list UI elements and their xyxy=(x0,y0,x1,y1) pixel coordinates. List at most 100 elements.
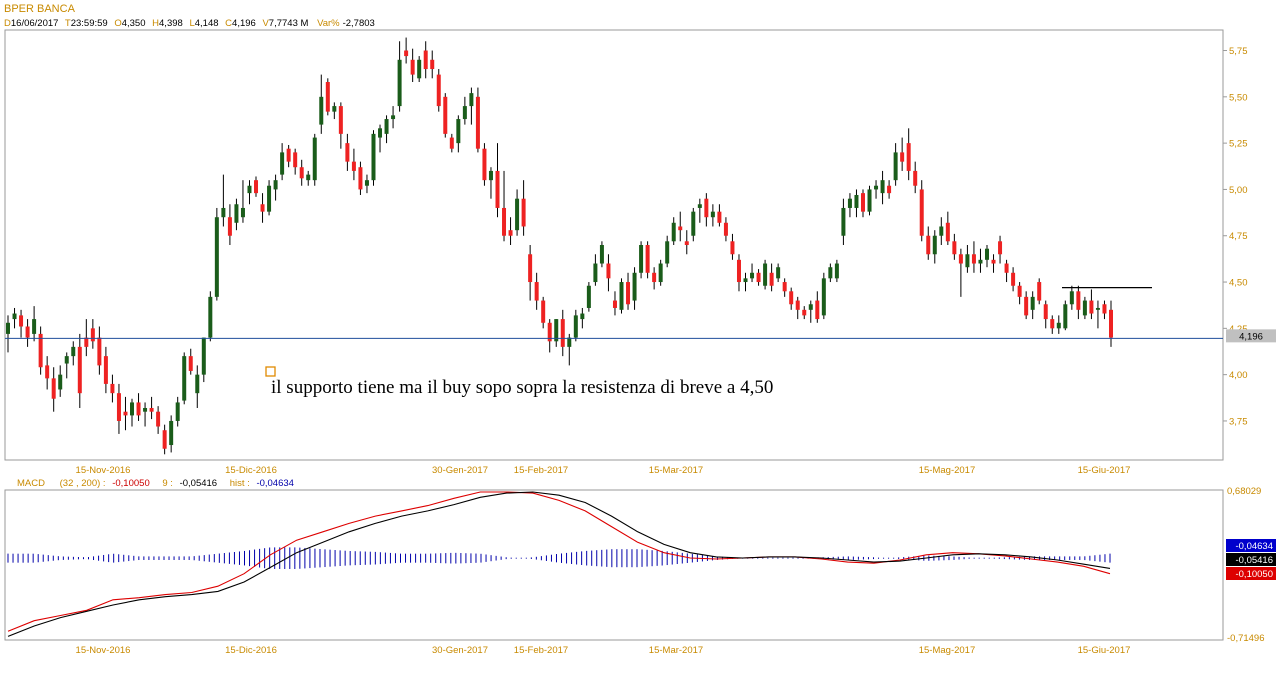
macd-legend: MACD (32 , 200) : -0,10050 9 : -0,05416 … xyxy=(17,478,294,489)
candle-body xyxy=(436,74,441,107)
candle xyxy=(991,254,996,273)
macd-line-signal xyxy=(7,491,1111,637)
candle-body xyxy=(430,59,435,70)
candle-body xyxy=(586,285,591,308)
candle-body xyxy=(900,152,905,162)
price-tick-label: 5,75 xyxy=(1229,46,1248,57)
header-h-value: 4,398 xyxy=(159,18,183,29)
candle xyxy=(750,263,755,283)
hist-value: -0,04634 xyxy=(256,478,294,489)
candle-body xyxy=(612,300,617,308)
candle xyxy=(345,133,350,171)
candle-body xyxy=(201,337,206,375)
header-v-key: V xyxy=(262,18,269,29)
candle-body xyxy=(90,328,95,342)
macd-axis-bottom: -0,71496 xyxy=(1227,633,1265,644)
candle-body xyxy=(188,356,193,371)
candlestick-series xyxy=(6,37,1113,455)
candle-body xyxy=(1017,285,1022,297)
candle xyxy=(77,333,82,408)
candle xyxy=(234,198,239,231)
candle xyxy=(240,180,245,223)
candle xyxy=(397,41,402,112)
candle xyxy=(743,272,748,292)
candle-body xyxy=(756,272,761,283)
candle-body xyxy=(1004,263,1009,273)
candle-body xyxy=(482,148,487,181)
candle xyxy=(227,204,232,245)
hist-label: hist : xyxy=(230,478,250,489)
candle-body xyxy=(267,185,272,212)
candle xyxy=(71,341,76,366)
candle xyxy=(312,133,317,186)
macd-lines xyxy=(7,491,1111,637)
macd-badge-label: -0,05416 xyxy=(1235,555,1273,566)
candle-body xyxy=(6,322,10,334)
header-var-key: Var% xyxy=(317,18,340,29)
candle-body xyxy=(534,282,539,301)
candle xyxy=(195,365,200,408)
candle xyxy=(580,307,585,329)
candle xyxy=(795,296,800,320)
candle-body xyxy=(488,170,493,181)
candle-body xyxy=(371,133,376,181)
candle-body xyxy=(384,119,389,134)
candle-body xyxy=(965,254,970,268)
date-label-bottom: 30-Gen-2017 xyxy=(432,645,488,656)
candle xyxy=(293,148,298,175)
date-axis-top: 15-Nov-2016 15-Dic-2016 30-Gen-2017 15-Feb-… xyxy=(76,465,1131,476)
candle xyxy=(939,217,944,245)
candle-body xyxy=(678,226,683,231)
candle xyxy=(828,263,833,283)
macd-badge xyxy=(1226,553,1276,566)
candle-body xyxy=(887,185,892,194)
candle-body xyxy=(58,374,63,390)
candle-body xyxy=(828,267,833,279)
candle-body xyxy=(991,259,996,264)
candle xyxy=(469,87,474,125)
candle xyxy=(391,106,396,129)
candle xyxy=(51,367,56,412)
candle-body xyxy=(116,393,121,421)
macd-panel-frame xyxy=(4,489,1224,641)
header-l-key: L xyxy=(189,18,194,29)
candle xyxy=(978,248,983,273)
candle xyxy=(906,128,911,181)
candle-body xyxy=(782,282,787,292)
candle xyxy=(586,282,591,312)
candle xyxy=(221,174,226,227)
candle-body xyxy=(599,245,604,264)
candle xyxy=(1095,300,1100,329)
candle-body xyxy=(312,137,317,181)
candle xyxy=(6,315,10,353)
macd-axis-top: 0,68029 xyxy=(1227,486,1261,497)
candle xyxy=(378,124,383,153)
price-tick-label: 5,00 xyxy=(1229,185,1248,196)
candle xyxy=(1109,300,1113,347)
candle-body xyxy=(38,333,43,368)
candle xyxy=(1024,291,1029,320)
candle xyxy=(254,176,259,197)
candle-body xyxy=(77,346,82,394)
candle xyxy=(632,267,637,310)
candle-body xyxy=(195,374,200,394)
candle xyxy=(834,259,839,283)
price-tick-label: 5,50 xyxy=(1229,92,1248,103)
candle xyxy=(808,300,813,323)
candle-body xyxy=(25,326,30,338)
candle xyxy=(12,307,17,329)
candle xyxy=(998,235,1003,264)
candle xyxy=(534,272,539,310)
candle-body xyxy=(945,222,950,242)
candle-body xyxy=(906,143,911,171)
candle xyxy=(945,211,950,245)
candle xyxy=(678,211,683,242)
candle xyxy=(188,348,193,375)
header-t-value: 23:59:59 xyxy=(71,18,108,29)
date-label-bottom: 15-Mar-2017 xyxy=(649,645,703,656)
candle xyxy=(443,93,448,138)
date-label-top: 15-Nov-2016 xyxy=(76,465,131,476)
signal-value: -0,05416 xyxy=(180,478,218,489)
candle-body xyxy=(619,282,624,310)
candle-body xyxy=(247,185,252,194)
